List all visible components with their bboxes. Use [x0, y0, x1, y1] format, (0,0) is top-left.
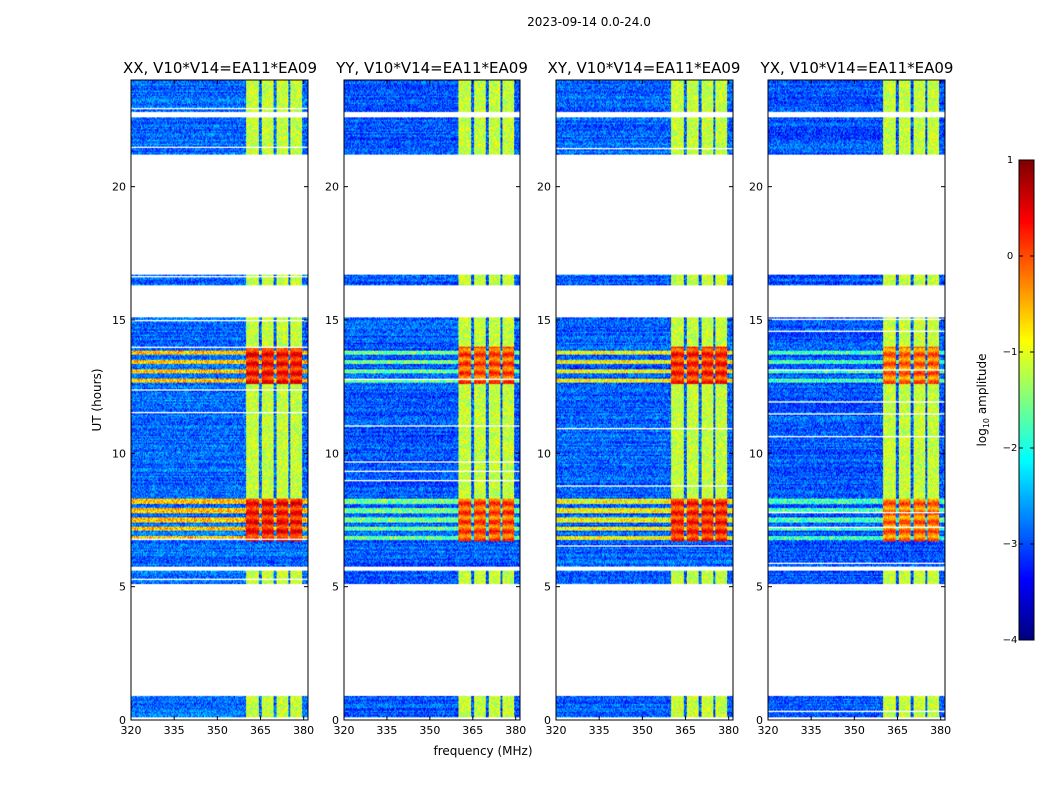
- x-tick-label: 320: [546, 724, 567, 737]
- x-tick-label: 380: [293, 724, 314, 737]
- y-tick-label: 5: [544, 581, 551, 594]
- y-tick-label: 0: [119, 714, 126, 727]
- panel-xy: XY, V10*V14=EA11*EA09: [548, 59, 741, 721]
- panel-frame-yy: [343, 79, 521, 721]
- panel-title-yy: YY, V10*V14=EA11*EA09: [335, 59, 528, 77]
- y-tick-label: 5: [756, 581, 763, 594]
- colorbar: 10−1−2−3−4 log10 amplitude: [975, 155, 1035, 646]
- figure-suptitle: 2023-09-14 0.0-24.0: [527, 15, 651, 29]
- y-tick-label: 5: [119, 581, 126, 594]
- y-axis-label: UT (hours): [90, 368, 104, 431]
- x-tick-label: 380: [718, 724, 739, 737]
- y-tick-label: 0: [332, 714, 339, 727]
- x-tick-label: 335: [589, 724, 610, 737]
- colorbar-label-rest: amplitude: [975, 354, 989, 418]
- colorbar-label: log10 amplitude: [975, 354, 991, 447]
- panel-title-yx: YX, V10*V14=EA11*EA09: [760, 59, 954, 77]
- panel-yy: YY, V10*V14=EA11*EA09: [335, 59, 528, 721]
- y-tick-label: 10: [112, 447, 126, 460]
- colorbar-tick-label: −3: [1003, 539, 1018, 550]
- colorbar-tick-label: −4: [1003, 635, 1018, 646]
- colorbar-tick-label: 0: [1007, 251, 1013, 262]
- spectrogram-yy: [344, 80, 520, 720]
- y-tick-label: 15: [749, 314, 763, 327]
- colorbar-label-main: log: [975, 428, 989, 446]
- x-tick-label: 320: [121, 724, 142, 737]
- y-tick-label: 10: [325, 447, 339, 460]
- y-tick-label: 15: [112, 314, 126, 327]
- x-tick-label: 350: [207, 724, 228, 737]
- colorbar-tick-label: −2: [1003, 443, 1018, 454]
- x-tick-label: 365: [675, 724, 696, 737]
- colorbar-ticks: 1 0 −1 −2 −3 −4: [1003, 155, 1034, 646]
- x-axis-label: frequency (MHz): [433, 744, 532, 758]
- x-tick-label: 365: [250, 724, 271, 737]
- panel-frame-xx: [130, 79, 309, 721]
- x-tick-label: 350: [419, 724, 440, 737]
- panel-frame-yx: [767, 79, 946, 721]
- x-tick-label: 320: [758, 724, 779, 737]
- x-tick-label: 350: [844, 724, 865, 737]
- y-tick-label: 0: [756, 714, 763, 727]
- y-tick-label: 10: [537, 447, 551, 460]
- y-tick-label: 20: [749, 181, 763, 194]
- y-tick-label: 10: [749, 447, 763, 460]
- panel-yx: YX, V10*V14=EA11*EA09: [760, 59, 954, 721]
- panel-title-xy: XY, V10*V14=EA11*EA09: [548, 59, 741, 77]
- spectrogram-xy: [556, 80, 733, 720]
- x-tick-label: 380: [930, 724, 951, 737]
- x-tick-label: 335: [376, 724, 397, 737]
- y-tick-label: 20: [537, 181, 551, 194]
- panel-title-xx: XX, V10*V14=EA11*EA09: [123, 59, 317, 77]
- colorbar-tick-label: 1: [1007, 155, 1013, 166]
- x-tick-label: 380: [505, 724, 526, 737]
- y-tick-label: 20: [325, 181, 339, 194]
- spectrogram-yx: [768, 80, 945, 720]
- x-tick-label: 335: [164, 724, 185, 737]
- colorbar-tick-label: −1: [1003, 347, 1018, 358]
- colorbar-frame: [1018, 159, 1035, 641]
- x-tick-label: 365: [462, 724, 483, 737]
- x-tick-label: 365: [887, 724, 908, 737]
- y-tick-label: 15: [325, 314, 339, 327]
- colorbar-label-sub: 10: [982, 418, 991, 428]
- x-tick-label: 335: [801, 724, 822, 737]
- y-tick-label: 15: [537, 314, 551, 327]
- panel-frame-xy: [555, 79, 734, 721]
- y-tick-label: 0: [544, 714, 551, 727]
- colorbar-gradient: [1019, 160, 1034, 640]
- spectrogram-xx: [131, 80, 308, 720]
- panel-xx: XX, V10*V14=EA11*EA09: [123, 59, 317, 721]
- axes-ticks: 320 335 350 365 380 0 5 10 15 20 320 335 350 365 380 0 5…: [112, 80, 951, 737]
- y-tick-label: 20: [112, 181, 126, 194]
- y-tick-label: 5: [332, 581, 339, 594]
- x-tick-label: 350: [632, 724, 653, 737]
- x-tick-label: 320: [334, 724, 355, 737]
